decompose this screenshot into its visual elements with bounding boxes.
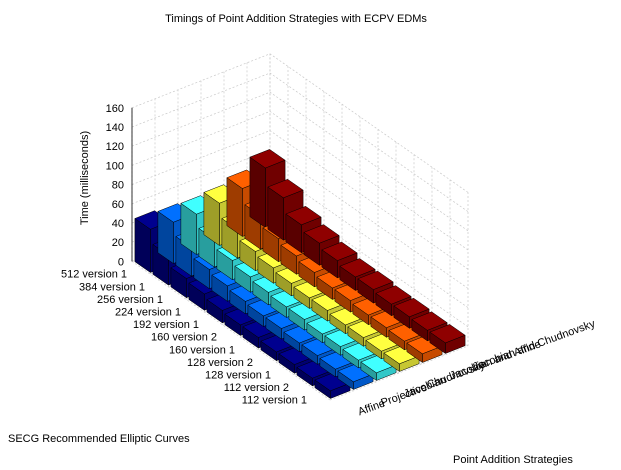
z-tick-label: 160 <box>106 103 124 115</box>
curve-tick-label: 160 version 1 <box>169 344 235 356</box>
z-tick-label: 80 <box>112 180 124 192</box>
z-tick-label: 120 <box>106 141 124 153</box>
bars <box>134 149 466 399</box>
bar <box>314 371 351 399</box>
z-tick-label: 60 <box>112 199 124 211</box>
z-tick-label: 40 <box>112 218 124 230</box>
z-tick-label: 100 <box>106 160 124 172</box>
curve-tick-label: 512 version 1 <box>61 269 127 281</box>
bar <box>360 353 397 381</box>
curve-tick-label: 192 version 1 <box>133 319 199 331</box>
curve-tick-label: 384 version 1 <box>79 281 145 293</box>
bar <box>383 344 420 372</box>
bar <box>337 362 374 390</box>
curve-tick-label: 128 version 2 <box>187 357 253 369</box>
z-tick-label: 140 <box>106 122 124 134</box>
strategy-tick-label: Jacobian and Chudnovsky <box>471 318 597 374</box>
curve-tick-label: 112 version 1 <box>242 395 307 407</box>
curve-tick-label: 256 version 1 <box>97 294 163 306</box>
curve-tick-label: 224 version 1 <box>115 307 181 319</box>
chart-title: Timings of Point Addition Strategies wit… <box>165 13 427 25</box>
curve-tick-label: 112 version 2 <box>224 382 289 394</box>
y-axis-label: Point Addition Strategies <box>453 454 573 466</box>
curve-tick-label: 128 version 1 <box>205 370 271 382</box>
z-tick-label: 0 <box>118 256 124 268</box>
curve-tick-label: 160 version 2 <box>151 332 217 344</box>
bar <box>406 335 443 363</box>
bar <box>429 324 466 354</box>
z-tick-label: 20 <box>112 237 124 249</box>
z-axis-label: Time (milliseconds) <box>79 131 91 225</box>
x-axis-label: SECG Recommended Elliptic Curves <box>8 433 190 445</box>
